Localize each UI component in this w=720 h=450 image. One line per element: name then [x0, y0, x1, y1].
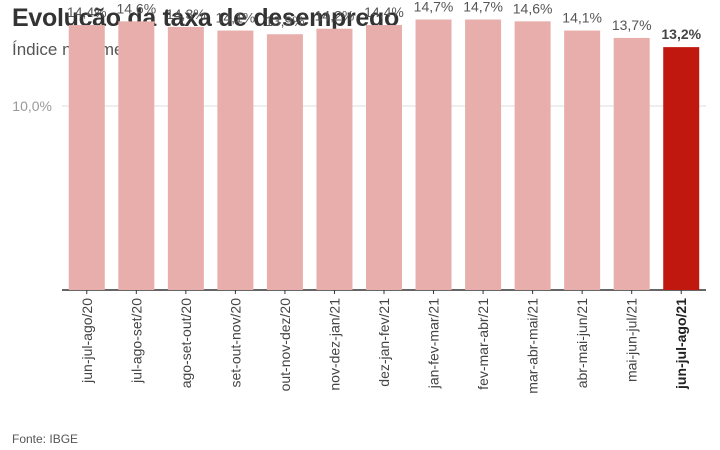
bar-value-label: 14,7% [414, 0, 454, 15]
bar [514, 21, 551, 291]
x-tick-label: out-nov-dez/20 [277, 298, 293, 392]
bar-value-label: 14,1% [562, 10, 602, 26]
bar-value-label: 14,4% [364, 4, 404, 20]
x-tick-label: set-out-nov/20 [227, 298, 243, 388]
bar-value-label: 13,9% [265, 13, 305, 29]
x-tick-label: abr-mai-jun/21 [574, 298, 590, 388]
x-tick-label: jun-jul-ago/21 [673, 298, 689, 390]
x-tick-label: fev-mar-abr/21 [475, 298, 491, 390]
source-note: Fonte: IBGE [12, 432, 79, 446]
bar-value-label: 14,2% [315, 8, 355, 24]
bar [167, 26, 204, 290]
bar [613, 37, 650, 290]
bars-layer [68, 19, 700, 291]
x-tick-label: jul-ago-set/20 [128, 298, 144, 384]
bar [366, 25, 402, 290]
value-labels-layer: 14,4% 14,6% 14,3% 14,1% 13,9% 14,2% 14,4% 14,7%… [67, 0, 702, 42]
bar-value-label: 14,4% [67, 4, 107, 20]
x-tick-label: mar-abr-mai/21 [525, 298, 541, 394]
grid-layer: 10,0% [12, 98, 706, 291]
bar-value-label: 14,6% [513, 0, 553, 16]
y-tick-label: 10,0% [12, 98, 52, 114]
x-tick-label: jun-jul-ago/20 [79, 298, 95, 384]
bar [316, 28, 353, 290]
bar [217, 30, 254, 291]
x-tick-label: mai-jun-jul/21 [624, 298, 640, 382]
bar-value-label: 13,2% [661, 26, 701, 42]
x-tick-labels-layer: jun-jul-ago/20 jul-ago-set/20 ago-set-out/… [79, 290, 689, 394]
bar-value-label: 14,7% [463, 0, 503, 15]
bar-value-label: 14,1% [216, 10, 256, 26]
bar [564, 30, 601, 291]
bar [266, 34, 303, 290]
x-tick-label: dez-jan-fev/21 [376, 298, 392, 387]
bar [663, 47, 700, 291]
bar [118, 21, 155, 291]
bar [68, 25, 105, 290]
bar-value-label: 14,6% [116, 0, 156, 16]
x-tick-label: jan-fev-mar/21 [426, 298, 442, 389]
bar [415, 19, 452, 291]
x-tick-label: ago-set-out/20 [178, 298, 194, 388]
bar-value-label: 13,7% [612, 17, 652, 33]
x-tick-label: nov-dez-jan/21 [326, 298, 342, 391]
bar-value-label: 14,3% [166, 6, 206, 22]
bar [465, 19, 502, 291]
